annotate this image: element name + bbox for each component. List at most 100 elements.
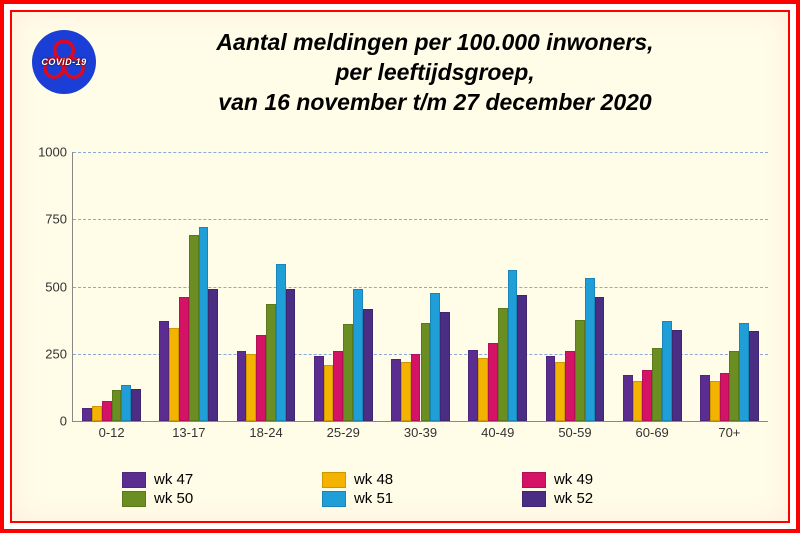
bar	[189, 235, 199, 421]
bar	[343, 324, 353, 421]
bar	[729, 351, 739, 421]
bar	[102, 401, 112, 421]
bar	[199, 227, 209, 421]
legend: wk 47 wk 48 wk 49 wk 50 wk 51 wk 52	[122, 471, 728, 509]
xtick-label: 0-12	[99, 425, 125, 440]
legend-item: wk 49	[522, 471, 722, 488]
bar	[208, 289, 218, 421]
xtick-label: 50-59	[558, 425, 591, 440]
bar	[633, 381, 643, 421]
plot-region: 025050075010000-1213-1718-2425-2930-3940…	[72, 152, 768, 422]
bar	[421, 323, 431, 421]
logo-text: COViD-19	[41, 57, 86, 67]
xtick-label: 60-69	[636, 425, 669, 440]
bar	[391, 359, 401, 421]
xtick-label: 30-39	[404, 425, 437, 440]
legend-item: wk 50	[122, 490, 322, 507]
xtick-label: 40-49	[481, 425, 514, 440]
bar	[169, 328, 179, 421]
outer-frame: COViD-19 Aantal meldingen per 100.000 in…	[0, 0, 800, 533]
bar	[555, 362, 565, 421]
bar	[430, 293, 440, 421]
gridline	[73, 287, 768, 288]
title-line-1: Aantal meldingen per 100.000 inwoners,	[216, 29, 653, 55]
bar	[131, 389, 141, 421]
ytick-label: 1000	[38, 145, 67, 160]
inner-frame: COViD-19 Aantal meldingen per 100.000 in…	[10, 10, 790, 523]
bar	[749, 331, 759, 421]
ytick-label: 250	[45, 346, 67, 361]
bar	[266, 304, 276, 421]
bar	[517, 295, 527, 421]
legend-label: wk 49	[554, 471, 593, 488]
xtick-label: 25-29	[327, 425, 360, 440]
legend-item: wk 51	[322, 490, 522, 507]
bar	[498, 308, 508, 421]
bar	[575, 320, 585, 421]
title-line-3: van 16 november t/m 27 december 2020	[218, 89, 651, 115]
bar	[546, 356, 556, 421]
bar	[92, 406, 102, 421]
bar	[508, 270, 518, 421]
bar	[565, 351, 575, 421]
xtick-label: 70+	[718, 425, 740, 440]
bar	[440, 312, 450, 421]
legend-swatch	[522, 472, 546, 488]
xtick-label: 13-17	[172, 425, 205, 440]
bar	[112, 390, 122, 421]
bar	[468, 350, 478, 421]
bar	[179, 297, 189, 421]
bar	[353, 289, 363, 421]
bar	[363, 309, 373, 421]
bar	[642, 370, 652, 421]
bar	[333, 351, 343, 421]
bar	[700, 375, 710, 421]
ytick-label: 0	[60, 414, 67, 429]
bar	[652, 348, 662, 421]
bar	[314, 356, 324, 421]
legend-label: wk 51	[354, 490, 393, 507]
bar	[662, 321, 672, 421]
legend-swatch	[322, 472, 346, 488]
bar	[159, 321, 169, 421]
legend-item: wk 47	[122, 471, 322, 488]
legend-swatch	[122, 491, 146, 507]
bar	[672, 330, 682, 421]
bar	[478, 358, 488, 421]
bar	[401, 362, 411, 421]
bar	[246, 354, 256, 421]
bar	[237, 351, 247, 421]
title-line-2: per leeftijdsgroep,	[335, 59, 534, 85]
bar	[286, 289, 296, 421]
bar	[276, 264, 286, 421]
bar	[82, 408, 92, 421]
bar	[710, 381, 720, 421]
legend-label: wk 52	[554, 490, 593, 507]
bar	[623, 375, 633, 421]
bar	[488, 343, 498, 421]
xtick-label: 18-24	[249, 425, 282, 440]
gridline	[73, 152, 768, 153]
bar	[121, 385, 131, 421]
covid-logo: COViD-19	[32, 30, 96, 94]
legend-item: wk 48	[322, 471, 522, 488]
bar	[256, 335, 266, 421]
bar	[720, 373, 730, 421]
legend-swatch	[322, 491, 346, 507]
bar	[324, 365, 334, 421]
bar	[595, 297, 605, 421]
chart-area: 025050075010000-1213-1718-2425-2930-3940…	[72, 152, 768, 442]
bar	[411, 354, 421, 421]
legend-label: wk 47	[154, 471, 193, 488]
bar	[739, 323, 749, 421]
legend-item: wk 52	[522, 490, 722, 507]
legend-label: wk 50	[154, 490, 193, 507]
ytick-label: 750	[45, 212, 67, 227]
legend-swatch	[522, 491, 546, 507]
legend-swatch	[122, 472, 146, 488]
ytick-label: 500	[45, 279, 67, 294]
chart-title: Aantal meldingen per 100.000 inwoners, p…	[102, 28, 768, 118]
legend-label: wk 48	[354, 471, 393, 488]
bar	[585, 278, 595, 421]
gridline	[73, 219, 768, 220]
